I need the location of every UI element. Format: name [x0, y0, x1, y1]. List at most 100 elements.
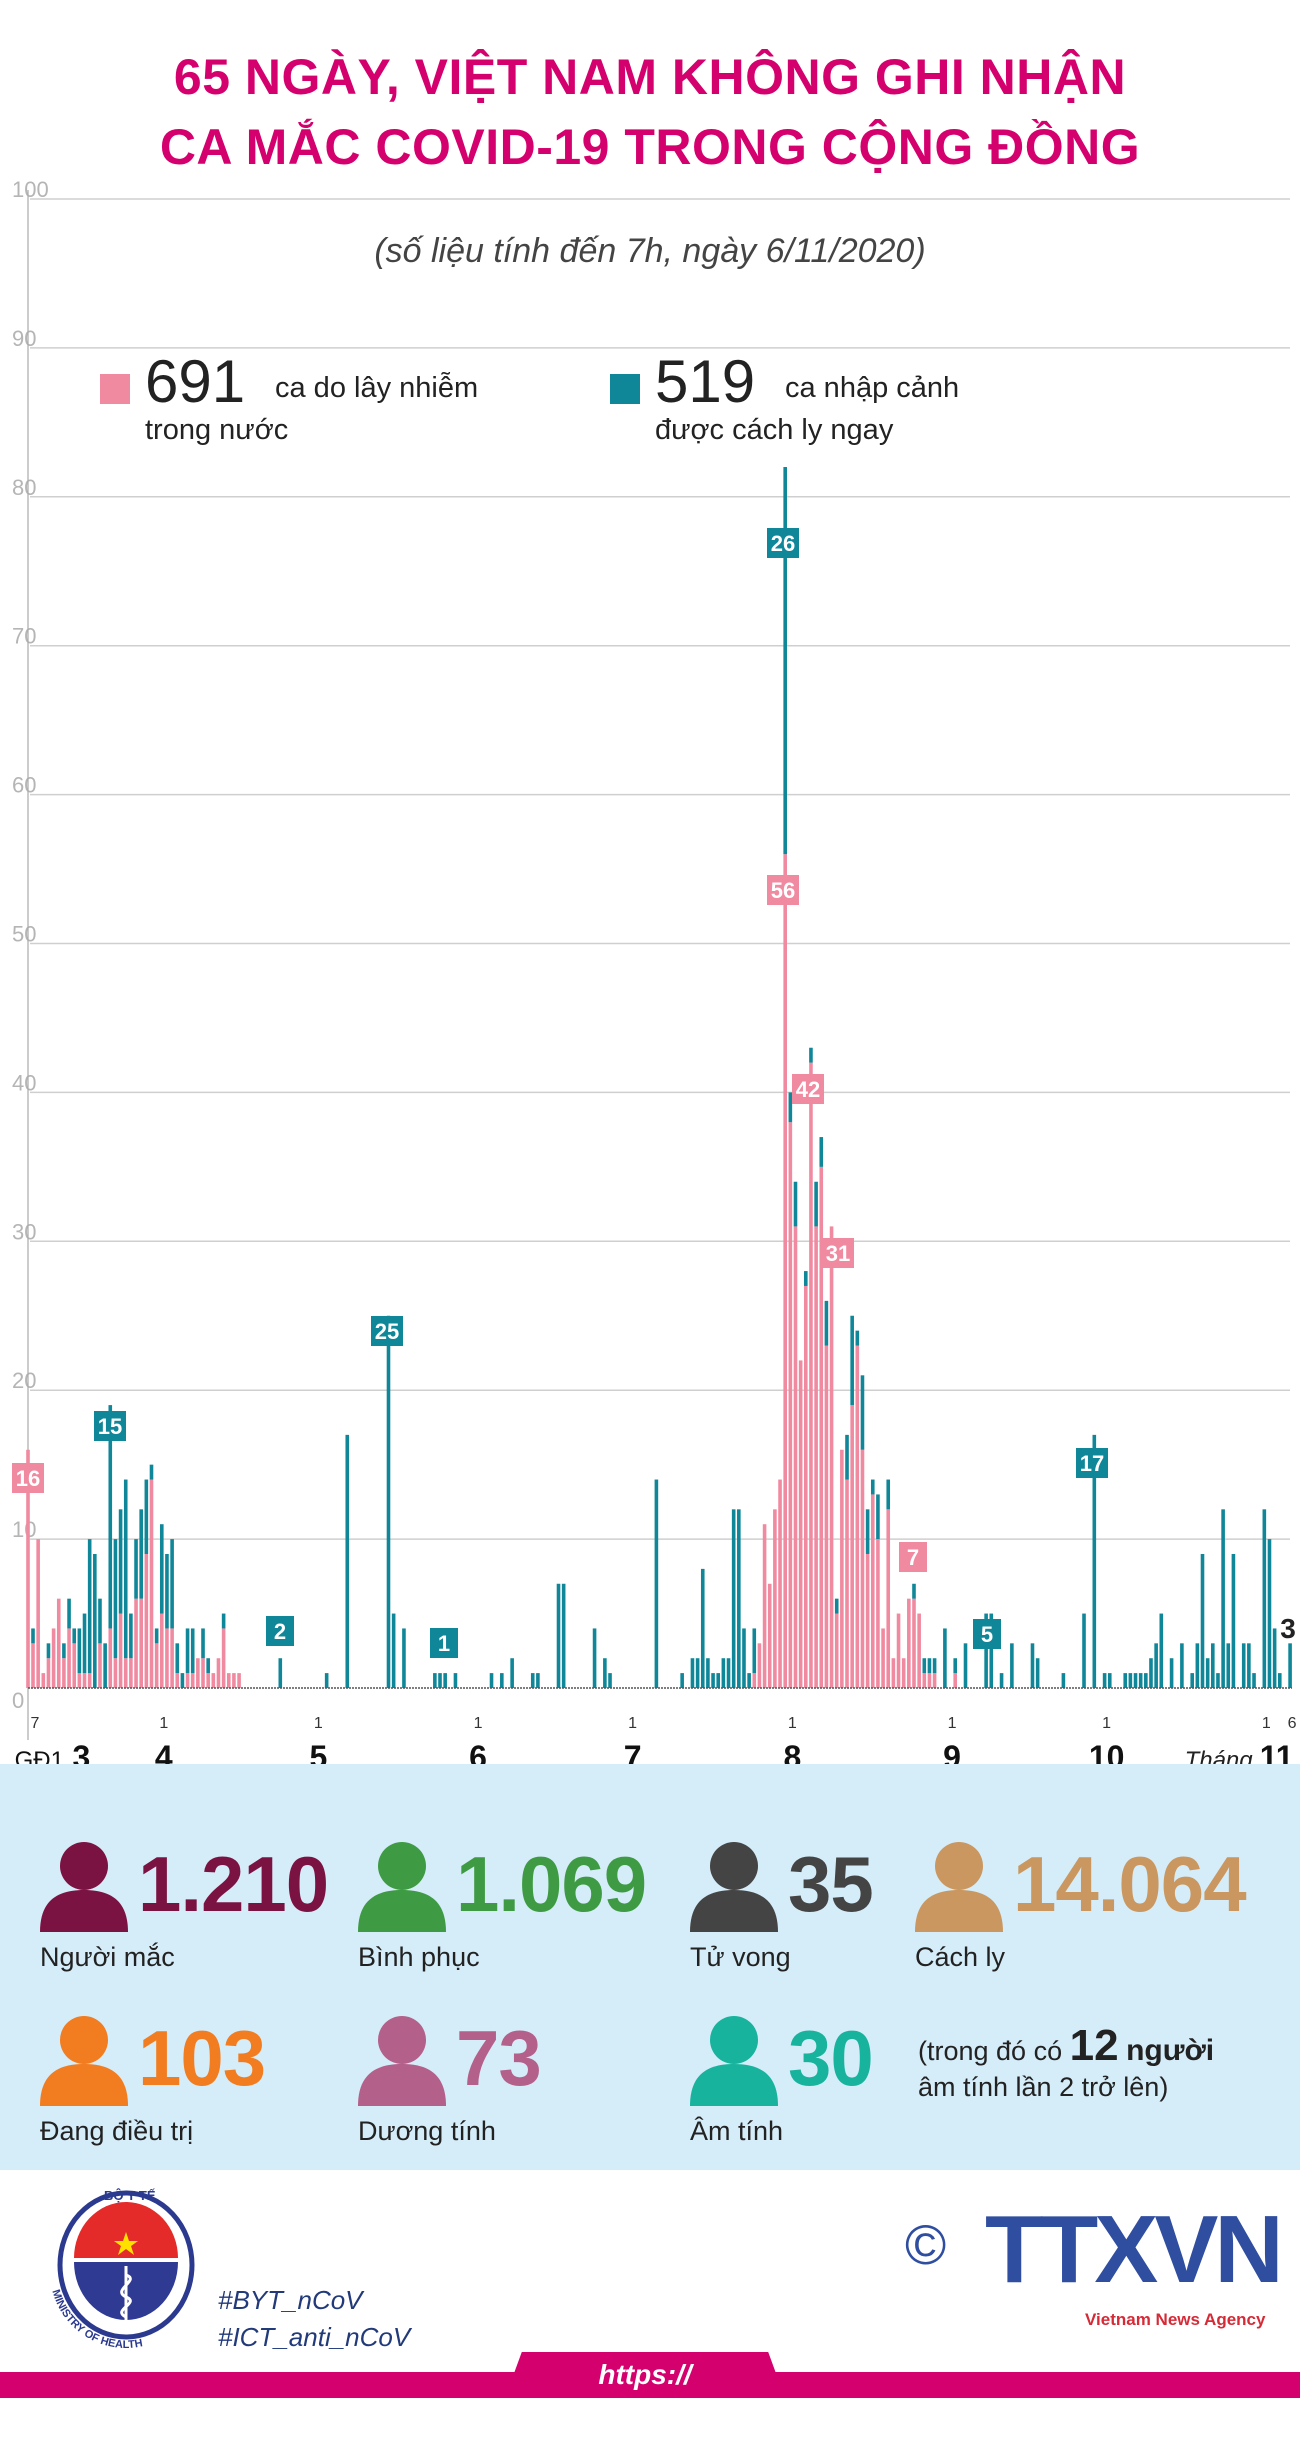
bar-domestic	[98, 1643, 102, 1688]
bar-label-box	[430, 1628, 458, 1658]
stat-value: 35	[788, 1840, 874, 1928]
bar-imported	[433, 1673, 437, 1688]
bar-imported	[752, 1628, 757, 1674]
note-prefix: (trong đó có	[918, 2036, 1063, 2066]
ministry-of-health-logo: BỘ Y TẾ MINISTRY OF HEALTH	[49, 2188, 195, 2350]
bar-value-label: 42	[796, 1077, 820, 1102]
bar-imported	[690, 1658, 695, 1688]
bar-imported	[108, 1405, 113, 1629]
bar-imported	[654, 1479, 659, 1688]
bar-domestic	[139, 1598, 143, 1688]
bar-domestic	[62, 1658, 66, 1688]
bar-domestic	[804, 1285, 808, 1688]
x-day-tick: 1	[159, 1715, 168, 1732]
bar-domestic	[36, 1539, 40, 1688]
bar-imported	[788, 1092, 793, 1123]
bar-imported	[984, 1613, 988, 1688]
person-icon	[690, 1842, 778, 1932]
bar-imported	[386, 1315, 391, 1688]
bar-value-label: 1	[438, 1631, 450, 1656]
bar-imported	[1092, 1434, 1097, 1688]
bar-imported	[93, 1553, 97, 1688]
bar-domestic	[154, 1643, 159, 1688]
bar-domestic	[752, 1673, 757, 1688]
bar-imported	[1010, 1643, 1014, 1688]
bar-domestic	[896, 1613, 901, 1688]
bar-domestic	[881, 1628, 885, 1688]
bar-imported	[747, 1673, 751, 1688]
stat-label: Tử vong	[690, 1942, 791, 1972]
bar-imported	[1200, 1553, 1205, 1688]
bar-imported	[500, 1673, 504, 1688]
bar-imported	[87, 1539, 92, 1674]
legend-imported-count: 519	[655, 348, 756, 415]
bar-domestic	[778, 1479, 782, 1688]
bar-imported	[860, 1375, 865, 1450]
ttxvn-logo: TTXVN	[985, 2196, 1284, 2303]
x-day-tick: 1	[314, 1715, 323, 1732]
bar-label-box	[767, 528, 799, 558]
bar-imported	[1216, 1673, 1220, 1688]
bar-value-label: 31	[826, 1241, 850, 1266]
bar-domestic	[907, 1598, 911, 1688]
bar-imported	[1288, 1643, 1292, 1688]
bar-value-label: 2	[274, 1619, 286, 1644]
bar-imported	[680, 1673, 684, 1688]
x-day-tick: 1	[1102, 1715, 1111, 1732]
bar-imported	[1277, 1673, 1282, 1688]
x-day-tick: 1	[628, 1715, 637, 1732]
bar-domestic	[845, 1479, 849, 1688]
bar-imported	[1180, 1643, 1184, 1688]
bar-label-box	[822, 1238, 854, 1268]
bar-imported	[1030, 1643, 1035, 1688]
bar-domestic	[798, 1360, 803, 1688]
bar-imported	[1252, 1673, 1256, 1688]
bar-imported	[67, 1598, 71, 1629]
x-day-tick: 1	[1262, 1715, 1271, 1732]
bar-imported	[845, 1434, 849, 1480]
bar-imported	[1061, 1673, 1066, 1688]
bar-imported	[603, 1658, 607, 1688]
bar-imported	[31, 1628, 35, 1644]
bar-imported	[876, 1494, 880, 1540]
bar-value-label: 17	[1080, 1451, 1104, 1476]
y-tick-label: 50	[12, 922, 36, 947]
bar-imported	[443, 1673, 447, 1688]
bar-imported	[592, 1628, 597, 1688]
stat-value: 14.064	[1013, 1840, 1247, 1928]
y-tick-label: 80	[12, 475, 36, 500]
bar-imported	[865, 1509, 870, 1554]
copyright-symbol: ©	[905, 2213, 947, 2276]
bar-imported	[1128, 1673, 1133, 1688]
bar-imported	[706, 1658, 710, 1688]
bar-imported	[927, 1658, 932, 1674]
bar-domestic	[165, 1628, 169, 1688]
note-number: 12	[1069, 2021, 1119, 2070]
stat-value: 103	[138, 2014, 266, 2102]
x-day-tick: 1	[474, 1715, 483, 1732]
bar-imported	[943, 1628, 947, 1688]
bar-domestic	[149, 1479, 154, 1688]
bar-domestic	[170, 1628, 174, 1688]
bar-domestic	[237, 1673, 241, 1688]
bar-imported	[62, 1643, 66, 1659]
bar-domestic	[927, 1673, 932, 1688]
bar-domestic	[46, 1658, 51, 1688]
note-suffix: người	[1126, 2034, 1215, 2067]
bar-imported	[206, 1658, 210, 1674]
bar-imported	[1195, 1643, 1200, 1688]
bar-imported	[201, 1628, 205, 1659]
bar-imported	[989, 1613, 994, 1688]
bar-imported	[912, 1583, 916, 1599]
bar-imported	[1169, 1658, 1174, 1688]
bar-imported	[98, 1598, 102, 1644]
bar-imported	[731, 1509, 736, 1688]
bar-imported	[716, 1673, 721, 1688]
bar-imported	[870, 1479, 875, 1495]
bar-domestic	[876, 1539, 880, 1688]
bar-domestic	[917, 1613, 921, 1688]
subtitle: (số liệu tính đến 7h, ngày 6/11/2020)	[374, 232, 926, 270]
website-link[interactable]: https:// infographics.vn	[505, 2352, 785, 2398]
hashtag-ict: #ICT_anti_nCoV	[218, 2322, 411, 2352]
bar-imported	[932, 1658, 937, 1674]
